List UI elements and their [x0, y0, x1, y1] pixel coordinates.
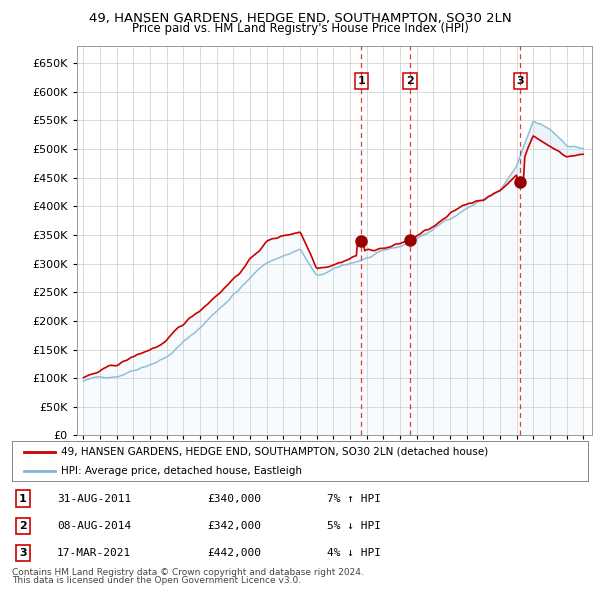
Text: Price paid vs. HM Land Registry's House Price Index (HPI): Price paid vs. HM Land Registry's House … — [131, 22, 469, 35]
Text: 1: 1 — [358, 76, 365, 86]
Text: HPI: Average price, detached house, Eastleigh: HPI: Average price, detached house, East… — [61, 466, 302, 476]
Text: 2: 2 — [406, 76, 414, 86]
Text: 49, HANSEN GARDENS, HEDGE END, SOUTHAMPTON, SO30 2LN (detached house): 49, HANSEN GARDENS, HEDGE END, SOUTHAMPT… — [61, 447, 488, 457]
Text: 4% ↓ HPI: 4% ↓ HPI — [327, 548, 381, 558]
Text: 08-AUG-2014: 08-AUG-2014 — [57, 521, 131, 530]
Text: 5% ↓ HPI: 5% ↓ HPI — [327, 521, 381, 530]
Text: 7% ↑ HPI: 7% ↑ HPI — [327, 494, 381, 503]
Text: 2: 2 — [19, 521, 26, 530]
Text: 49, HANSEN GARDENS, HEDGE END, SOUTHAMPTON, SO30 2LN: 49, HANSEN GARDENS, HEDGE END, SOUTHAMPT… — [89, 12, 511, 25]
Text: £442,000: £442,000 — [207, 548, 261, 558]
Text: Contains HM Land Registry data © Crown copyright and database right 2024.: Contains HM Land Registry data © Crown c… — [12, 568, 364, 577]
Text: £342,000: £342,000 — [207, 521, 261, 530]
Text: £340,000: £340,000 — [207, 494, 261, 503]
Text: 3: 3 — [19, 548, 26, 558]
Text: 31-AUG-2011: 31-AUG-2011 — [57, 494, 131, 503]
Text: This data is licensed under the Open Government Licence v3.0.: This data is licensed under the Open Gov… — [12, 576, 301, 585]
Text: 3: 3 — [517, 76, 524, 86]
Text: 1: 1 — [19, 494, 26, 503]
Text: 17-MAR-2021: 17-MAR-2021 — [57, 548, 131, 558]
